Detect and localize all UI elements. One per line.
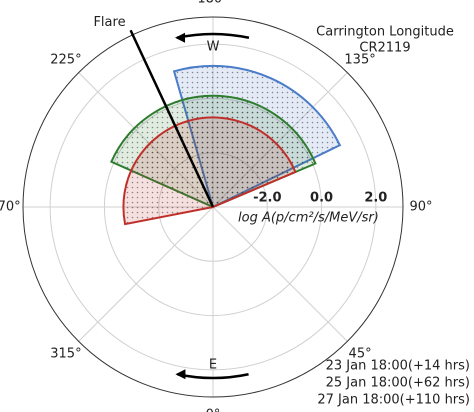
flare-label: Flare <box>93 15 125 30</box>
theta-tick-label: 135° <box>344 52 375 67</box>
arrow-head <box>175 369 186 380</box>
theta-tick-label: 0° <box>206 408 221 412</box>
theta-tick-label: 180° <box>197 0 228 7</box>
r-tick-label: 2.0 <box>364 191 387 206</box>
theta-tick-label: 315° <box>50 347 81 362</box>
chart-title: Carrington Longitude <box>316 25 454 40</box>
theta-tick-label: 45° <box>349 347 372 362</box>
chart-subtitle: CR2119 <box>359 41 410 56</box>
sector <box>122 116 297 226</box>
grid-spoke <box>212 206 348 342</box>
flare-line <box>129 29 215 208</box>
legend-entry: 27 Jan 18:00(+110 hrs) <box>317 393 470 408</box>
r-axis-label: log A(p/cm²/s/MeV/sr) <box>238 211 379 226</box>
r-tick-label: 0.0 <box>310 191 333 206</box>
theta-tick-label: 225° <box>50 52 81 67</box>
theta-tick-label: 270° <box>0 200 21 215</box>
outer-ring <box>22 16 404 398</box>
legend-entry: 23 Jan 18:00(+14 hrs) <box>326 359 470 374</box>
legend-entry: 25 Jan 18:00(+62 hrs) <box>326 376 470 391</box>
theta-tick-label: 90° <box>409 200 432 215</box>
grid-spoke <box>78 206 214 342</box>
r-tick-label: -2.0 <box>253 191 281 206</box>
arrow-head <box>175 32 186 43</box>
direction-label: W <box>207 40 220 55</box>
direction-label: E <box>209 358 217 373</box>
